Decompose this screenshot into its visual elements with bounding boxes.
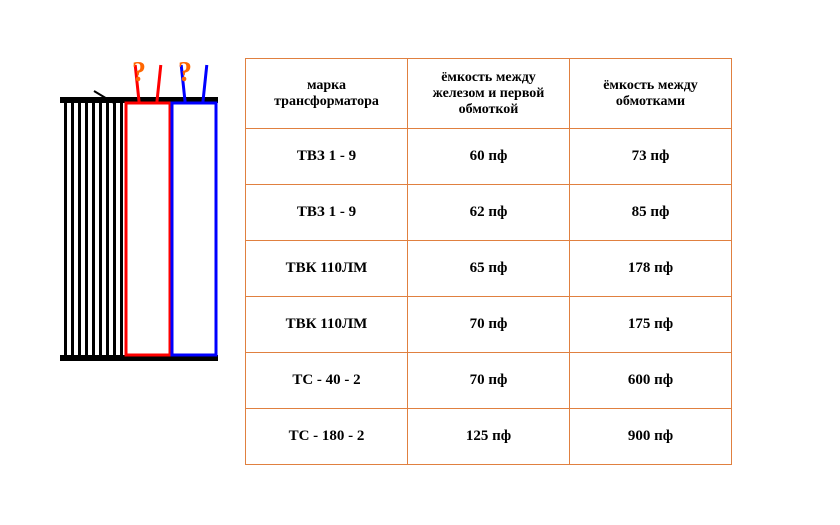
core-lamination: [71, 103, 74, 355]
core-lamination: [85, 103, 88, 355]
table-cell: 70 пф: [408, 353, 570, 409]
header-cap-core: ёмкость между железом и первой обмоткой: [408, 59, 570, 129]
table-cell: 125 пф: [408, 409, 570, 465]
table-cell: ТВК 110ЛМ: [246, 297, 408, 353]
table-cell: 73 пф: [570, 129, 732, 185]
table-row: ТС - 40 - 270 пф600 пф: [246, 353, 732, 409]
table-cell: ТВЗ 1 - 9: [246, 129, 408, 185]
table-cell: 65 пф: [408, 241, 570, 297]
table-header-row: марка трансформатора ёмкость между желез…: [246, 59, 732, 129]
table-cell: ТВЗ 1 - 9: [246, 185, 408, 241]
core-lamination: [78, 103, 81, 355]
core-top-bar: [60, 97, 126, 103]
core-lamination: [106, 103, 109, 355]
core-lamination: [99, 103, 102, 355]
core-lamination: [120, 103, 123, 355]
table-cell: 62 пф: [408, 185, 570, 241]
table-cell: 70 пф: [408, 297, 570, 353]
core-lamination: [64, 103, 67, 355]
table-cell: 600 пф: [570, 353, 732, 409]
question-mark-icon: ?: [132, 57, 146, 88]
table-cell: ТС - 180 - 2: [246, 409, 408, 465]
table-cell: ТС - 40 - 2: [246, 353, 408, 409]
table-row: ТВК 110ЛМ65 пф178 пф: [246, 241, 732, 297]
table-cell: ТВК 110ЛМ: [246, 241, 408, 297]
header-cap-windings: ёмкость между обмотками: [570, 59, 732, 129]
core-lamination: [92, 103, 95, 355]
capacitance-table: марка трансформатора ёмкость между желез…: [245, 58, 732, 465]
table-cell: 900 пф: [570, 409, 732, 465]
primary-winding-coil: [126, 103, 170, 355]
transformer-svg: ??: [60, 55, 220, 385]
table-row: ТС - 180 - 2125 пф900 пф: [246, 409, 732, 465]
question-mark-icon: ?: [178, 57, 192, 88]
table-cell: 178 пф: [570, 241, 732, 297]
table-cell: 60 пф: [408, 129, 570, 185]
table-row: ТВК 110ЛМ70 пф175 пф: [246, 297, 732, 353]
capacitance-table-wrap: марка трансформатора ёмкость между желез…: [245, 58, 732, 465]
table-row: ТВЗ 1 - 960 пф73 пф: [246, 129, 732, 185]
header-brand: марка трансформатора: [246, 59, 408, 129]
table-cell: 85 пф: [570, 185, 732, 241]
table-row: ТВЗ 1 - 962 пф85 пф: [246, 185, 732, 241]
secondary-winding-coil: [172, 103, 216, 355]
table-cell: 175 пф: [570, 297, 732, 353]
core-lamination: [113, 103, 116, 355]
transformer-diagram: ??: [60, 55, 220, 365]
